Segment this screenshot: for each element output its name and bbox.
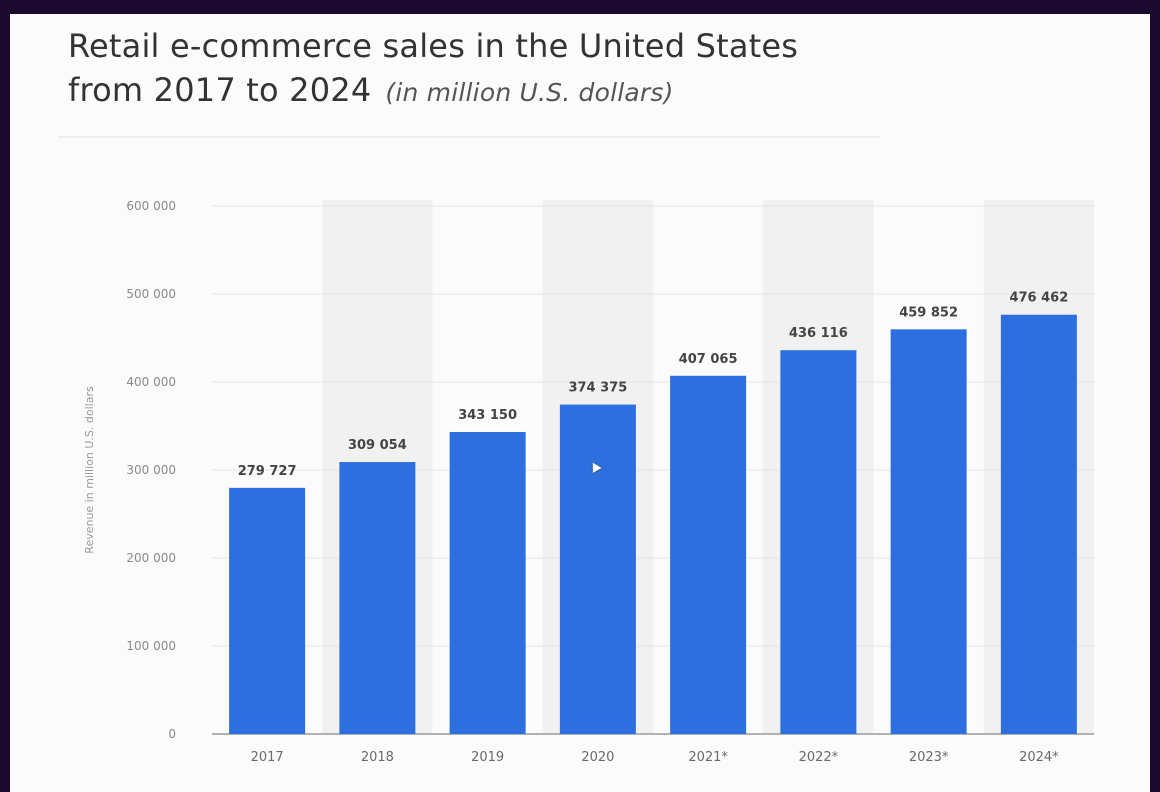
x-tick-label: 2017: [251, 750, 284, 765]
x-tick-label: 2020: [581, 750, 614, 765]
y-tick-label: 200 000: [126, 551, 176, 565]
bar: [449, 432, 526, 734]
data-label: 476 462: [1009, 291, 1068, 306]
y-tick-label: 600 000: [126, 199, 176, 213]
title-divider: [58, 136, 880, 138]
chart-title-unit: (in million U.S. dollars): [385, 78, 674, 107]
bar: [559, 404, 636, 734]
y-axis-title: Revenue in million U.S. dollars: [83, 386, 96, 554]
y-tick-label: 100 000: [126, 639, 176, 653]
x-tick-label: 2024*: [1019, 750, 1059, 765]
data-label: 374 375: [568, 381, 627, 396]
x-tick-label: 2018: [361, 750, 394, 765]
bar: [890, 329, 967, 734]
bar: [1000, 314, 1077, 734]
y-tick-label: 500 000: [126, 287, 176, 301]
chart-title-years: from 2017 to 2024: [68, 71, 372, 109]
data-label: 436 116: [789, 326, 848, 341]
bar: [229, 487, 306, 734]
y-tick-label: 400 000: [126, 375, 176, 389]
x-tick-label: 2023*: [909, 750, 949, 765]
x-tick-label: 2021*: [688, 750, 728, 765]
data-label: 343 150: [458, 408, 517, 423]
x-tick-label: 2019: [471, 750, 504, 765]
chart-title-line2: from 2017 to 2024 (in million U.S. dollar…: [68, 68, 798, 115]
data-label: 459 852: [899, 305, 958, 320]
data-label: 279 727: [238, 464, 297, 479]
bar: [670, 375, 747, 734]
bar: [339, 462, 416, 734]
data-label: 407 065: [679, 352, 738, 367]
chart-title-line1: Retail e-commerce sales in the United St…: [68, 27, 799, 65]
chart-title: Retail e-commerce sales in the United St…: [68, 24, 798, 115]
data-label: 309 054: [348, 438, 407, 453]
y-tick-label: 0: [168, 727, 176, 741]
x-tick-label: 2022*: [799, 750, 839, 765]
y-tick-label: 300 000: [126, 463, 176, 477]
bar: [780, 350, 857, 734]
